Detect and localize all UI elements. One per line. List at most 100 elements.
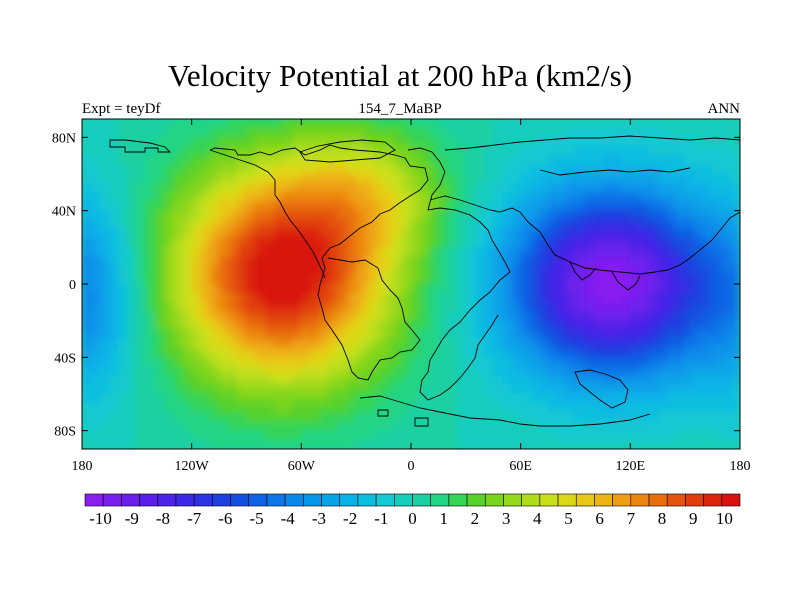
field-cell <box>712 246 723 257</box>
field-cell <box>447 411 458 422</box>
field-cell <box>255 155 266 166</box>
field-cell <box>373 329 385 340</box>
field-cell <box>447 375 458 386</box>
field-cell <box>730 173 740 184</box>
field-cell <box>200 256 211 267</box>
field-cell <box>520 219 531 230</box>
field-cell <box>82 347 92 358</box>
field-cell <box>465 155 476 166</box>
field-cell <box>492 246 503 257</box>
field-cell <box>712 430 723 441</box>
field-cell <box>702 201 714 212</box>
field-cell <box>611 375 622 386</box>
field-cell <box>191 421 202 432</box>
field-cell <box>227 127 238 138</box>
field-cell <box>227 347 238 358</box>
field-cell <box>547 283 558 294</box>
field-cell <box>136 210 147 221</box>
field-cell <box>629 146 640 157</box>
field-cell <box>684 320 695 331</box>
field-cell <box>547 393 558 404</box>
field-cell <box>419 173 430 184</box>
field-cell <box>246 402 257 413</box>
field-cell <box>483 256 494 267</box>
field-cell <box>246 356 257 367</box>
field-cell <box>337 402 348 413</box>
field-cell <box>465 182 476 193</box>
field-cell <box>246 228 257 239</box>
field-cell <box>666 402 677 413</box>
field-cell <box>373 274 385 285</box>
field-cell <box>538 164 549 175</box>
field-cell <box>721 402 732 413</box>
field-cell <box>364 136 375 147</box>
field-cell <box>282 265 293 276</box>
field-cell <box>200 265 211 276</box>
field-cell <box>428 201 439 212</box>
field-cell <box>511 256 522 267</box>
field-cell <box>520 329 531 340</box>
field-cell <box>209 320 220 331</box>
field-cell <box>529 393 540 404</box>
field-cell <box>182 356 193 367</box>
field-cell <box>556 292 567 303</box>
field-cell <box>182 173 193 184</box>
field-cell <box>483 292 494 303</box>
field-cell <box>565 219 576 230</box>
field-cell <box>99 274 110 285</box>
field-cell <box>172 411 184 422</box>
field-cell <box>456 127 467 138</box>
field-cell <box>638 237 650 248</box>
field-cell <box>511 274 522 285</box>
field-cell <box>648 375 659 386</box>
field-cell <box>154 375 165 386</box>
field-cell <box>236 136 247 147</box>
field-cell <box>511 136 522 147</box>
field-cell <box>309 191 321 202</box>
field-cell <box>675 338 686 349</box>
field-cell <box>246 210 257 221</box>
field-cell <box>337 366 348 377</box>
field-cell <box>200 421 211 432</box>
field-cell <box>218 301 229 312</box>
field-cell <box>337 320 348 331</box>
field-cell <box>520 146 531 157</box>
field-cell <box>355 384 366 395</box>
field-cell <box>447 430 458 441</box>
field-cell <box>547 329 558 340</box>
field-cell <box>309 237 321 248</box>
field-cell <box>282 173 293 184</box>
field-cell <box>565 329 576 340</box>
field-cell <box>145 127 156 138</box>
field-cell <box>236 393 247 404</box>
field-cell <box>236 421 247 432</box>
field-cell <box>154 274 165 285</box>
field-cell <box>319 210 330 221</box>
field-cell <box>209 356 220 367</box>
field-cell <box>666 210 677 221</box>
field-cell <box>584 246 595 257</box>
field-cell <box>666 265 677 276</box>
field-cell <box>648 283 659 294</box>
y-tick-label: 0 <box>69 278 76 293</box>
field-cell <box>501 201 513 212</box>
field-cell <box>447 283 458 294</box>
field-cell <box>638 228 650 239</box>
field-cell <box>373 439 385 449</box>
field-cell <box>328 421 339 432</box>
colorbar-swatch <box>175 493 195 507</box>
field-cell <box>483 320 494 331</box>
field-cell <box>684 411 695 422</box>
field-cell <box>108 237 120 248</box>
field-cell <box>428 136 439 147</box>
field-cell <box>127 201 138 212</box>
field-cell <box>410 393 421 404</box>
field-cell <box>547 256 558 267</box>
field-cell <box>666 384 677 395</box>
field-cell <box>693 292 704 303</box>
field-cell <box>291 182 302 193</box>
field-cell <box>520 320 531 331</box>
field-cell <box>465 347 476 358</box>
field-cell <box>575 421 586 432</box>
field-cell <box>355 219 366 230</box>
